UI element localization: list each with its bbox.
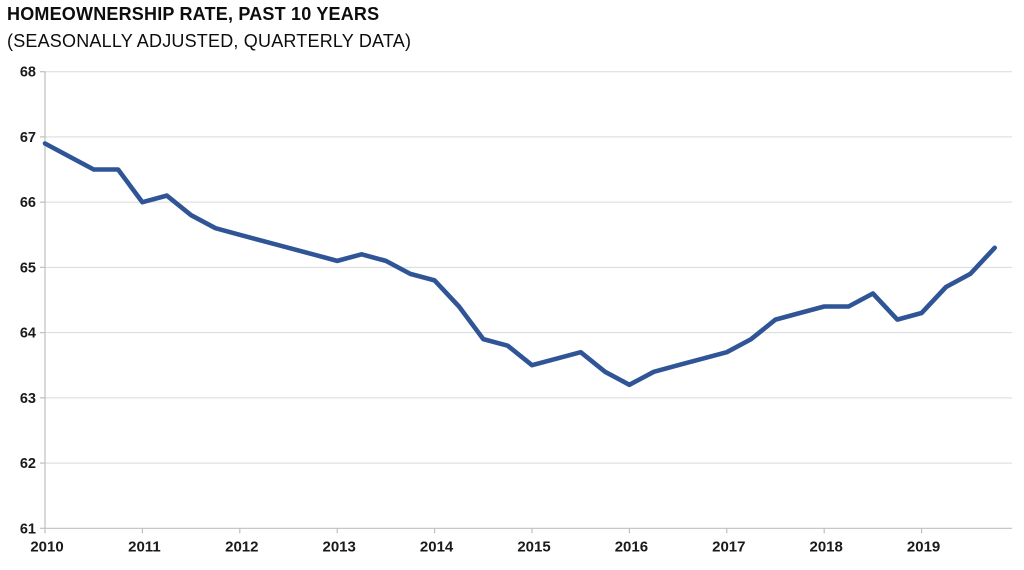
y-tick-label: 63 [20, 391, 36, 407]
x-tick-label: 2011 [128, 538, 161, 555]
x-tick-label: 2010 [30, 538, 63, 555]
x-tick-label: 2013 [323, 538, 356, 555]
x-tick-label: 2019 [907, 538, 940, 555]
page-title: HOMEOWNERSHIP RATE, PAST 10 YEARS [7, 4, 380, 24]
page-subtitle: (SEASONALLY ADJUSTED, QUARTERLY DATA) [7, 31, 412, 51]
y-tick-label: 62 [20, 456, 36, 472]
y-tick-label: 61 [20, 521, 36, 537]
y-tick-label: 68 [20, 65, 36, 81]
y-tick-label: 67 [20, 130, 36, 146]
x-tick-label: 2012 [225, 538, 258, 555]
y-tick-label: 64 [20, 326, 36, 342]
trend-line [42, 141, 998, 388]
y-tick-label: 66 [20, 195, 36, 211]
x-tick-label: 2017 [712, 538, 745, 555]
x-tick-label: 2016 [615, 538, 648, 555]
x-tick-label: 2014 [420, 538, 454, 555]
y-tick-label: 65 [20, 260, 36, 276]
x-tick-label: 2015 [517, 538, 550, 555]
x-tick-label: 2018 [810, 538, 843, 555]
